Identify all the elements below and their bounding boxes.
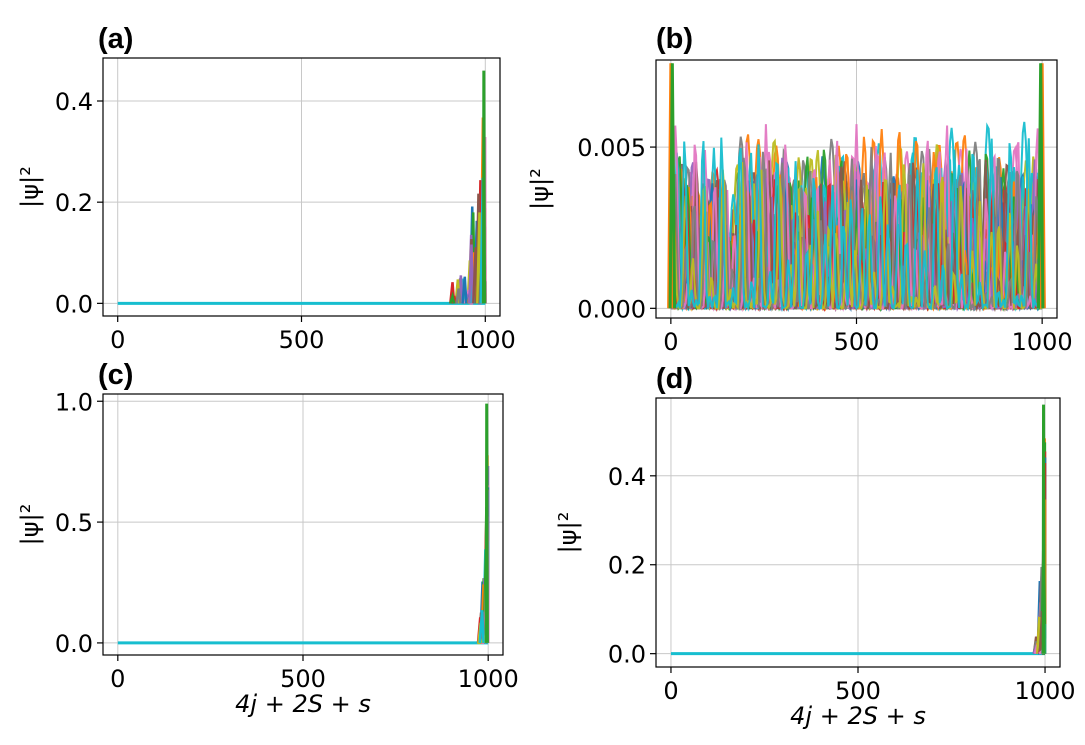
panel-label: (d) xyxy=(656,363,693,395)
y-axis-label: |ψ|² xyxy=(526,168,554,210)
y-tick-label: 1.0 xyxy=(55,388,93,416)
series-bulk-mode xyxy=(669,124,1044,311)
series-edge-peak xyxy=(668,63,677,309)
y-tick-label: 0.4 xyxy=(55,88,93,116)
y-axis-label: |ψ|² xyxy=(16,166,44,208)
panel-d: 0 500 1000 0.0 0.2 0.4 (d) |ψ|² 4j + 2S + s xyxy=(554,363,1076,730)
x-tick-label: 500 xyxy=(835,677,881,705)
series-layer xyxy=(117,403,490,645)
x-axis-label: 4j + 2S + s xyxy=(790,702,926,730)
x-tick-label: 500 xyxy=(834,328,880,356)
panel-label: (a) xyxy=(98,23,133,55)
y-tick-label: 0.005 xyxy=(577,134,646,162)
panel-c: 0 500 1000 0.0 0.5 1.0(c) |ψ|² 4j + 2S + s xyxy=(16,359,519,718)
y-tick-label: 0.4 xyxy=(608,463,646,491)
panel-a: 0 500 1000 0.0 0.2 0.4 (a) |ψ|² xyxy=(16,23,516,354)
x-tick-label: 500 xyxy=(279,326,325,354)
y-tick-label: 0.2 xyxy=(608,552,646,580)
y-tick-label: 0.0 xyxy=(55,630,93,658)
x-axis-label: 4j + 2S + s xyxy=(235,690,371,718)
y-tick-label: 0.2 xyxy=(55,189,93,217)
y-axis-label: |ψ|² xyxy=(16,504,44,546)
x-tick-label: 0 xyxy=(110,326,125,354)
x-tick-label: 0 xyxy=(663,677,678,705)
y-tick-label: 0.0 xyxy=(608,641,646,669)
y-tick-label: 0.0 xyxy=(55,290,93,318)
series-spike xyxy=(449,291,456,304)
series-bulk-mode xyxy=(669,162,1043,311)
series-layer xyxy=(670,404,1047,656)
y-tick-label: 0.5 xyxy=(55,509,93,537)
series-peak xyxy=(481,70,487,304)
series-spike xyxy=(461,276,468,304)
y-axis-label: |ψ|² xyxy=(554,512,582,554)
x-tick-label: 500 xyxy=(280,665,326,693)
y-tick-label: 0.000 xyxy=(577,295,646,323)
series-peak xyxy=(484,403,489,643)
x-tick-label: 1000 xyxy=(1012,328,1073,356)
series-peak xyxy=(1041,404,1046,654)
series-bulk-mode xyxy=(669,137,1044,312)
x-tick-label: 0 xyxy=(110,665,125,693)
panel-label: (b) xyxy=(656,23,693,55)
series-spike xyxy=(455,288,462,304)
panel-label: (c) xyxy=(98,359,133,391)
panel-b: 0 500 1000 0.000 0.005 (b) |ψ|² xyxy=(526,23,1073,356)
series-layer xyxy=(117,70,487,305)
series-edge-peak xyxy=(1036,63,1045,309)
x-tick-label: 1000 xyxy=(1014,677,1075,705)
x-tick-label: 0 xyxy=(663,328,678,356)
x-tick-label: 1000 xyxy=(458,665,519,693)
x-tick-label: 1000 xyxy=(455,326,516,354)
series-layer xyxy=(667,63,1046,313)
series-spike xyxy=(478,610,485,644)
